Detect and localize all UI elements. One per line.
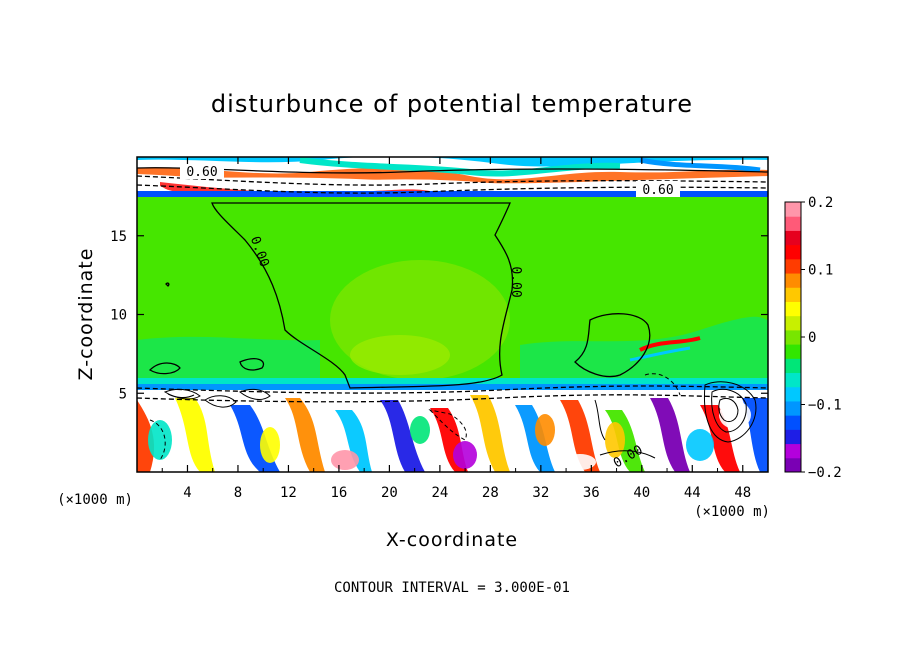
colorbar-label: 0 bbox=[808, 330, 816, 346]
x-tick-label: 8 bbox=[234, 485, 242, 501]
contour-zero-right bbox=[574, 313, 651, 378]
y-tick-label: 15 bbox=[110, 229, 127, 245]
x-tick-label: 44 bbox=[684, 485, 701, 501]
x-tick-label: 20 bbox=[381, 485, 398, 501]
colorbar-label: −0.1 bbox=[808, 398, 842, 414]
x-unit-left: (×1000 m) bbox=[57, 492, 133, 508]
y-tick-label: 10 bbox=[110, 308, 127, 324]
contour-label: 0.00 bbox=[508, 266, 523, 297]
colorbar-swatch bbox=[785, 258, 801, 274]
colorbar-swatch bbox=[785, 386, 801, 402]
y-tick-label: 5 bbox=[119, 386, 127, 402]
colorbar-swatch bbox=[785, 400, 801, 416]
colorbar-swatch bbox=[785, 358, 801, 374]
colorbar-swatch bbox=[785, 301, 801, 317]
colorbar: 0.2 0.1 0 −0.1 −0.2 bbox=[785, 195, 842, 481]
colorbar-swatch bbox=[785, 443, 801, 459]
colorbar-label: 0.1 bbox=[808, 263, 833, 279]
contour-interval-note: CONTOUR INTERVAL = 3.000E-01 bbox=[334, 580, 570, 596]
colorbar-label: −0.2 bbox=[808, 465, 842, 481]
contour-lines bbox=[137, 167, 768, 461]
colorbar-swatch bbox=[785, 273, 801, 288]
colorbar-swatch bbox=[785, 287, 801, 302]
colorbar-swatch bbox=[785, 429, 801, 445]
colorbar-label: 0.2 bbox=[808, 195, 833, 211]
x-tick-label: 12 bbox=[280, 485, 297, 501]
contour-labels: 0.60 0.60 0.00 0.00 0.00 bbox=[180, 163, 680, 471]
colorbar-swatch bbox=[785, 202, 801, 217]
colorbar-swatch bbox=[785, 457, 801, 473]
x-tick-label: 4 bbox=[183, 485, 191, 501]
colorbar-swatch bbox=[785, 372, 801, 388]
colorbar-swatch bbox=[785, 216, 801, 231]
x-tick-label: 24 bbox=[431, 485, 448, 501]
x-axis-label: X-coordinate bbox=[386, 529, 518, 551]
contour-zero-main bbox=[211, 202, 514, 389]
lower-layer bbox=[137, 390, 768, 472]
y-axis-label: Z-coordinate bbox=[75, 248, 97, 381]
colorbar-swatch bbox=[785, 415, 801, 430]
mid-layer bbox=[137, 197, 768, 390]
colorbar-frame bbox=[784, 201, 802, 473]
x-tick-label: 36 bbox=[583, 485, 600, 501]
contour-label: 0.60 bbox=[186, 165, 217, 180]
x-tick-label: 32 bbox=[532, 485, 549, 501]
x-tick-label: 40 bbox=[633, 485, 650, 501]
colorbar-swatch bbox=[785, 244, 801, 260]
colorbar-swatch bbox=[785, 315, 801, 331]
chart-title: disturbunce of potential temperature bbox=[211, 90, 693, 118]
colorbar-swatch bbox=[785, 230, 801, 246]
x-tick-label: 16 bbox=[330, 485, 347, 501]
x-unit-right: (×1000 m) bbox=[694, 504, 770, 520]
plot-field: 0.60 0.60 0.00 0.00 0.00 bbox=[137, 157, 768, 472]
x-tick-label: 28 bbox=[482, 485, 499, 501]
x-tick-label: 48 bbox=[734, 485, 751, 501]
colorbar-swatch bbox=[785, 329, 801, 345]
contour-label: 0.60 bbox=[642, 183, 673, 198]
colorbar-swatch bbox=[785, 344, 801, 359]
